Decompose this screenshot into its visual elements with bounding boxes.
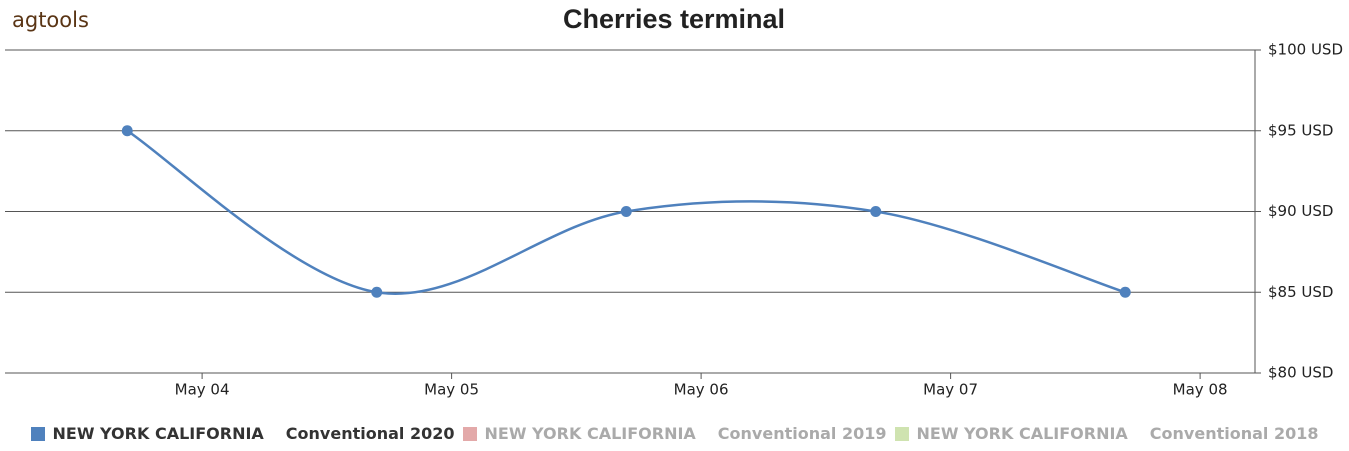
x-tick-label: May 06 [674,381,729,399]
y-tick-label: $100 USD [1268,41,1343,59]
data-point [1119,286,1131,298]
y-tick-label: $80 USD [1268,364,1333,382]
data-point [620,206,632,217]
data-point [121,125,133,137]
x-tick-label: May 04 [175,381,230,399]
y-tick-label: $85 USD [1268,283,1333,301]
legend-subtitle: Conventional 2019 [717,424,887,443]
legend-swatch [894,426,909,441]
data-point [371,286,383,298]
legend-subtitle: Conventional 2020 [285,424,455,443]
x-tick-label: May 07 [923,381,978,399]
legend-item[interactable]: NEW YORK CALIFORNIA Conventional 2018 [894,424,1319,443]
legend-swatch [30,426,45,441]
data-point [870,206,882,217]
legend: NEW YORK CALIFORNIA Conventional 2020 NEW … [0,424,1349,443]
y-tick-label: $90 USD [1268,202,1333,220]
chart: agtools Cherries terminal $80 USD $85 USD… [5,4,1343,399]
legend-name: NEW YORK CALIFORNIA [916,424,1128,443]
y-tick-label: $95 USD [1268,121,1333,139]
x-tick-label: May 05 [424,381,479,399]
legend-name: NEW YORK CALIFORNIA [484,424,696,443]
legend-item[interactable]: NEW YORK CALIFORNIA Conventional 2020 [30,424,455,443]
legend-swatch [462,426,477,441]
legend-subtitle: Conventional 2018 [1149,424,1319,443]
legend-name: NEW YORK CALIFORNIA [52,424,264,443]
x-tick-label: May 08 [1173,381,1228,399]
legend-item[interactable]: NEW YORK CALIFORNIA Conventional 2019 [462,424,887,443]
logo: agtools [12,8,89,32]
chart-title: Cherries terminal [563,4,785,34]
